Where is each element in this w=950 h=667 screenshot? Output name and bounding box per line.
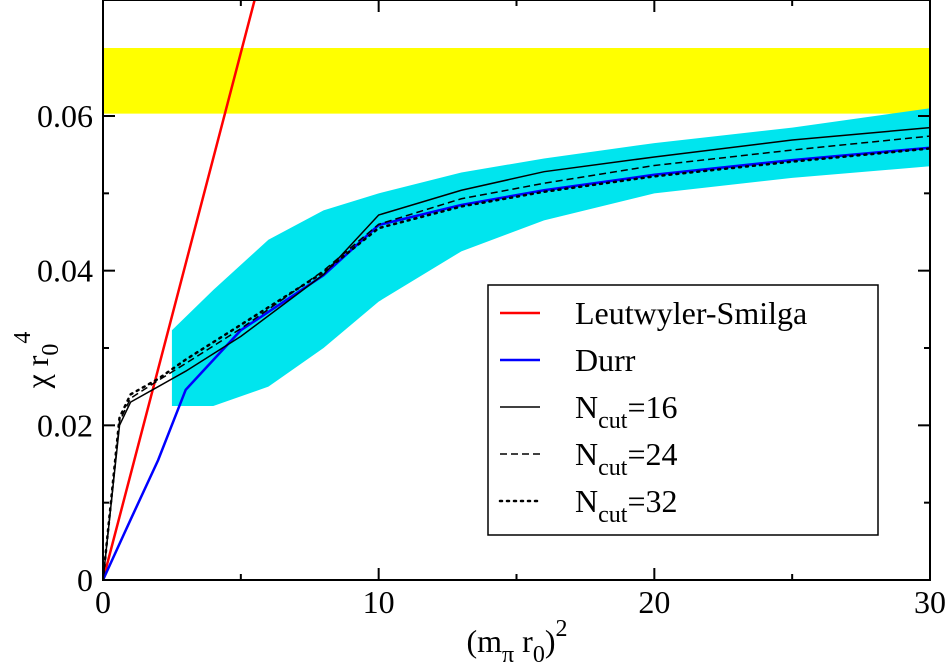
x-tick-label: 20	[638, 584, 670, 620]
y-tick-label: 0	[77, 562, 93, 598]
series-line	[103, 126, 930, 580]
legend-label: Ncut=32	[575, 483, 677, 528]
series-line	[103, 135, 930, 580]
legend-label: Leutwyler-Smilga	[575, 295, 807, 331]
x-tick-label: 10	[363, 584, 395, 620]
series-line	[103, 146, 930, 580]
y-tick-label: 0.06	[37, 98, 93, 134]
legend-label-part: cut	[598, 455, 628, 481]
legend-label-part: cut	[598, 502, 628, 528]
x-axis-label: (mπ r0)2	[467, 616, 568, 667]
y-label-sub: 0	[38, 344, 64, 356]
y-axis-label: χ r04	[10, 332, 64, 390]
legend-label: Ncut=24	[575, 436, 677, 481]
series-line	[103, 147, 930, 580]
legend-label-part: N	[575, 389, 598, 425]
legend-box	[487, 284, 879, 536]
legend-label-part: cut	[598, 408, 628, 434]
x-tick-label: 0	[95, 584, 111, 620]
x-tick-label: 30	[914, 584, 946, 620]
y-label-part: χ r	[19, 355, 55, 389]
y-tick-label: 0.02	[37, 407, 93, 443]
legend-label-part: N	[575, 436, 598, 472]
legend-label-part: =32	[627, 483, 677, 519]
y-label-sup: 4	[10, 332, 36, 344]
x-label-part: )	[545, 623, 556, 659]
legend-label-part: N	[575, 483, 598, 519]
x-label-part: (m	[467, 623, 503, 659]
series-line	[103, 0, 256, 580]
legend-label: Ncut=16	[575, 389, 677, 434]
legend-label-part: =16	[627, 389, 677, 425]
x-label-sub: 0	[533, 642, 545, 667]
band	[171, 108, 930, 407]
legend-label: Durr	[575, 342, 636, 378]
band	[103, 47, 930, 114]
legend-label-part: =24	[627, 436, 677, 472]
plot-area	[103, 0, 930, 580]
x-label-sub: π	[502, 642, 514, 667]
x-label-sup: 2	[555, 616, 567, 642]
y-tick-label: 0.04	[37, 253, 93, 289]
x-label-part: r	[514, 623, 533, 659]
